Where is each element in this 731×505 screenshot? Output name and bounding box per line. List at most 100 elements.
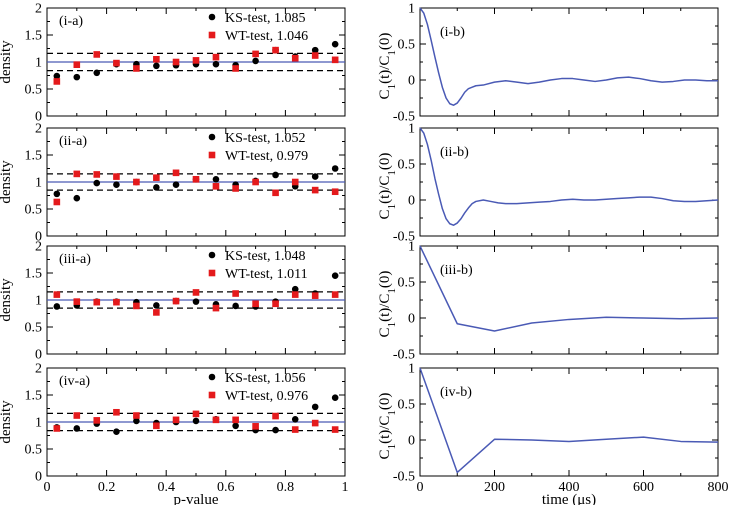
y-tick-label: 0.5 bbox=[398, 158, 416, 173]
legend-entry: WT-test, 0.979 bbox=[225, 149, 308, 164]
data-point-ks bbox=[53, 303, 61, 310]
data-point-ks bbox=[212, 60, 220, 68]
data-point-wt bbox=[272, 300, 279, 308]
y-tick-label: 2 bbox=[35, 240, 42, 255]
legend-marker-wt bbox=[208, 151, 216, 159]
y-tick-label: -0.5 bbox=[393, 110, 415, 125]
x-tick-label: 800 bbox=[708, 480, 729, 495]
data-point-wt bbox=[291, 426, 299, 433]
x-axis-label: time (μs) bbox=[542, 492, 596, 505]
y-tick-label: 0 bbox=[408, 434, 415, 449]
data-point-ks bbox=[73, 73, 81, 81]
panel-6: -0.5 0 0.5 1 C1(t)/C1(0) (iii-b) bbox=[377, 240, 719, 363]
data-point-ks bbox=[291, 416, 299, 423]
data-point-wt bbox=[53, 198, 61, 206]
data-point-ks bbox=[331, 165, 339, 172]
data-point-wt bbox=[192, 410, 200, 418]
data-point-wt bbox=[73, 170, 81, 178]
data-point-ks bbox=[232, 422, 239, 430]
correlation-line bbox=[419, 245, 719, 332]
y-tick-label: 0 bbox=[35, 348, 42, 363]
y-axis-label: density bbox=[0, 160, 14, 204]
data-point-ks bbox=[311, 403, 319, 411]
y-tick-label: 1 bbox=[408, 2, 415, 17]
data-point-wt bbox=[291, 54, 299, 62]
data-point-wt bbox=[53, 78, 61, 85]
x-tick-label: 0 bbox=[44, 480, 51, 495]
data-point-ks bbox=[311, 46, 319, 54]
data-point-ks bbox=[93, 69, 101, 77]
legend-marker-wt bbox=[208, 31, 216, 39]
data-point-wt bbox=[153, 56, 160, 63]
data-point-wt bbox=[133, 302, 140, 310]
x-tick-label: 0.6 bbox=[217, 480, 235, 495]
y-axis-label: C1(t)/C1(0) bbox=[377, 153, 398, 220]
data-point-ks bbox=[53, 72, 61, 80]
y-tick-label: 0 bbox=[408, 194, 415, 209]
data-point-wt bbox=[93, 298, 101, 306]
legend-marker-wt bbox=[208, 269, 216, 277]
data-point-wt bbox=[153, 422, 160, 430]
data-point-ks bbox=[272, 171, 279, 179]
data-point-wt bbox=[232, 290, 239, 297]
panel-tag: (iv-a) bbox=[59, 374, 90, 389]
y-tick-label: 0.5 bbox=[398, 38, 416, 53]
y-tick-label: 0.5 bbox=[398, 276, 416, 291]
data-point-ks bbox=[331, 272, 339, 280]
data-point-wt bbox=[252, 300, 259, 308]
y-tick-label: 1 bbox=[35, 176, 42, 191]
y-axis-label: density bbox=[0, 40, 14, 84]
y-tick-label: -0.5 bbox=[393, 348, 415, 363]
y-tick-label: 0.5 bbox=[25, 443, 43, 458]
y-axis-label: C1(t)/C1(0) bbox=[377, 33, 398, 100]
data-point-ks bbox=[311, 173, 319, 180]
y-tick-label: 2 bbox=[35, 122, 42, 137]
panel-tag: (ii-b) bbox=[440, 145, 469, 160]
data-point-ks bbox=[113, 428, 120, 436]
data-point-ks bbox=[192, 298, 200, 305]
panel-tag: (ii-a) bbox=[59, 134, 87, 149]
data-point-ks bbox=[153, 62, 160, 70]
panel-tag: (i-a) bbox=[59, 14, 83, 29]
y-tick-label: 0.5 bbox=[25, 321, 43, 336]
panel-tag: (iii-b) bbox=[440, 263, 473, 278]
y-tick-label: 1.5 bbox=[25, 389, 43, 404]
data-point-wt bbox=[291, 178, 299, 186]
data-point-wt bbox=[232, 185, 239, 192]
data-point-ks bbox=[252, 57, 259, 65]
panel-4: -0.5 0 0.5 1 C1(t)/C1(0) (ii-b) bbox=[377, 122, 719, 245]
data-point-wt bbox=[113, 408, 120, 416]
data-point-wt bbox=[272, 412, 279, 420]
y-tick-label: 0 bbox=[408, 74, 415, 89]
data-point-wt bbox=[172, 416, 180, 424]
data-point-ks bbox=[212, 176, 220, 183]
y-tick-label: 0.5 bbox=[25, 83, 43, 98]
panel-tag: (iv-b) bbox=[440, 385, 472, 400]
data-point-ks bbox=[73, 425, 81, 432]
y-tick-label: 1 bbox=[408, 240, 415, 255]
legend-entry: WT-test, 0.976 bbox=[225, 389, 308, 404]
panel-7: 0 0.2 0.4 0.6 0.8 1 0 0.5 1 1.5 2 density p-value (iv… bbox=[0, 362, 349, 505]
y-tick-label: 1 bbox=[408, 122, 415, 137]
data-point-wt bbox=[232, 65, 239, 72]
y-axis-label: density bbox=[0, 278, 14, 322]
data-point-wt bbox=[252, 178, 259, 186]
y-tick-label: 0.5 bbox=[398, 398, 416, 413]
data-point-ks bbox=[133, 417, 140, 425]
correlation-line bbox=[419, 7, 718, 106]
y-tick-label: 1 bbox=[408, 362, 415, 377]
data-point-ks bbox=[113, 181, 120, 188]
data-point-wt bbox=[311, 292, 319, 299]
y-tick-label: 1.5 bbox=[25, 29, 43, 44]
y-tick-label: 0 bbox=[35, 230, 42, 245]
data-point-wt bbox=[192, 176, 200, 183]
data-point-wt bbox=[93, 417, 101, 424]
panel-2: -0.5 0 0.5 1 C1(t)/C1(0) (i-b) bbox=[377, 2, 719, 125]
data-point-wt bbox=[53, 291, 61, 298]
data-point-wt bbox=[311, 52, 319, 59]
x-tick-label: 600 bbox=[633, 480, 654, 495]
data-point-wt bbox=[331, 291, 339, 298]
y-tick-label: 2 bbox=[35, 2, 42, 17]
data-point-wt bbox=[172, 58, 180, 66]
